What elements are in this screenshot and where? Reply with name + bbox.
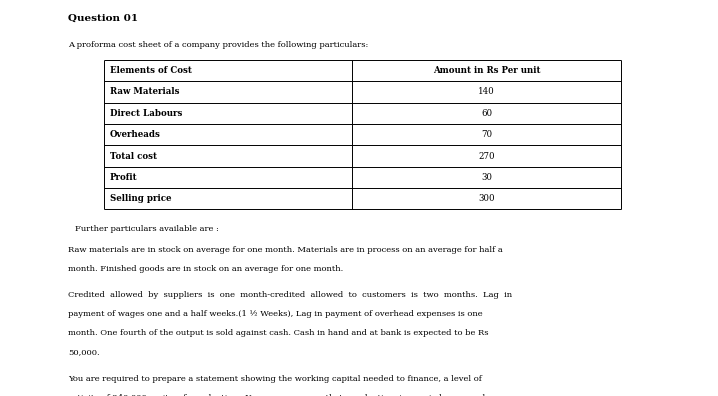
Text: Total cost: Total cost bbox=[110, 152, 157, 160]
Text: Credited  allowed  by  suppliers  is  one  month-credited  allowed  to  customer: Credited allowed by suppliers is one mon… bbox=[68, 291, 513, 299]
Text: 140: 140 bbox=[478, 88, 495, 96]
Text: Further particulars available are :: Further particulars available are : bbox=[75, 225, 219, 232]
Text: Raw materials are in stock on average for one month. Materials are in process on: Raw materials are in stock on average fo… bbox=[68, 246, 503, 254]
Text: 30: 30 bbox=[481, 173, 492, 182]
Text: 70: 70 bbox=[481, 130, 492, 139]
Text: Question 01: Question 01 bbox=[68, 14, 139, 23]
Text: 60: 60 bbox=[481, 109, 492, 118]
Text: month. One fourth of the output is sold against cash. Cash in hand and at bank i: month. One fourth of the output is sold … bbox=[68, 329, 489, 337]
Text: Selling price: Selling price bbox=[110, 194, 172, 203]
Text: Amount in Rs Per unit: Amount in Rs Per unit bbox=[433, 66, 540, 75]
Text: Overheads: Overheads bbox=[110, 130, 161, 139]
Text: You are required to prepare a statement showing the working capital needed to fi: You are required to prepare a statement … bbox=[68, 375, 482, 383]
Text: 300: 300 bbox=[478, 194, 495, 203]
Text: Direct Labours: Direct Labours bbox=[110, 109, 182, 118]
Text: A proforma cost sheet of a company provides the following particulars:: A proforma cost sheet of a company provi… bbox=[68, 41, 368, 49]
Text: 270: 270 bbox=[478, 152, 495, 160]
Text: Elements of Cost: Elements of Cost bbox=[110, 66, 192, 75]
Text: Profit: Profit bbox=[110, 173, 137, 182]
Text: Raw Materials: Raw Materials bbox=[110, 88, 180, 96]
Text: activity of 240,000  units  of  production.  You  may  assume  that  production : activity of 240,000 units of production.… bbox=[68, 394, 490, 396]
Text: 50,000.: 50,000. bbox=[68, 348, 100, 356]
Text: payment of wages one and a half weeks.(1 ½ Weeks), Lag in payment of overhead ex: payment of wages one and a half weeks.(1… bbox=[68, 310, 482, 318]
Text: month. Finished goods are in stock on an average for one month.: month. Finished goods are in stock on an… bbox=[68, 265, 343, 273]
